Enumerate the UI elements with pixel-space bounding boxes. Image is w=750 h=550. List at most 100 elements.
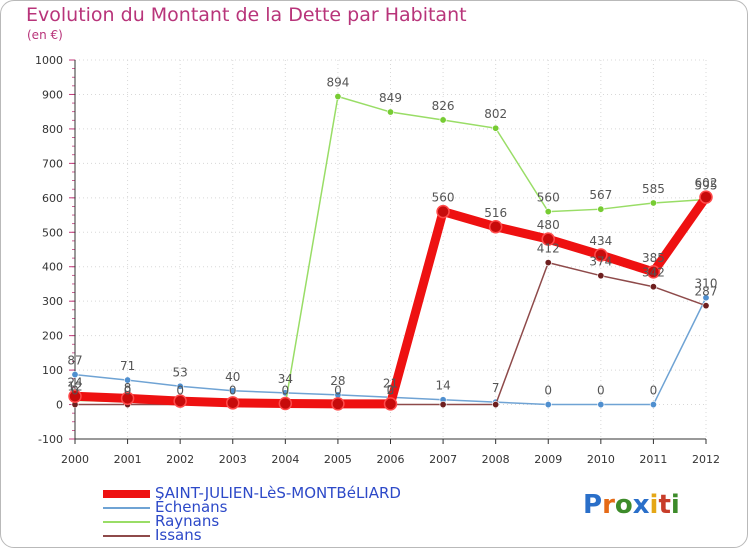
- data-label: 87: [67, 354, 82, 368]
- data-label: 0: [71, 384, 79, 398]
- data-label: 0: [229, 384, 237, 398]
- data-label: 0: [650, 384, 658, 398]
- data-point: [597, 401, 605, 409]
- x-tick-label: 2002: [166, 453, 194, 466]
- chart-unit: (en €): [27, 28, 63, 42]
- y-tick-label: 1000: [35, 54, 63, 67]
- x-tick-label: 2003: [219, 453, 247, 466]
- legend-label: SAINT-JULIEN-LèS-MONTBéLIARD: [155, 484, 401, 502]
- data-label: 34: [278, 372, 293, 386]
- chart-title: Evolution du Montant de la Dette par Hab…: [26, 4, 467, 26]
- x-tick-label: 2005: [324, 453, 352, 466]
- logo-letter: P: [583, 490, 603, 520]
- data-label: 802: [484, 107, 507, 121]
- data-label: 0: [387, 384, 395, 398]
- y-tick-label: 700: [42, 157, 63, 170]
- data-point: [386, 108, 394, 116]
- data-point: [173, 394, 187, 408]
- x-tick-label: 2009: [534, 453, 562, 466]
- proxiti-logo: Proxiti: [583, 490, 680, 520]
- data-point: [597, 272, 605, 280]
- data-label: 412: [537, 242, 560, 256]
- data-label: 12: [67, 379, 82, 393]
- data-point: [436, 204, 450, 219]
- x-tick-label: 2012: [692, 453, 720, 466]
- logo-letter: i: [649, 490, 659, 520]
- y-tick-label: 500: [42, 226, 63, 239]
- data-label: 560: [432, 191, 455, 205]
- data-point: [649, 401, 657, 409]
- data-label: 0: [597, 384, 605, 398]
- data-label: 385: [642, 251, 665, 265]
- x-tick-label: 2006: [377, 453, 405, 466]
- data-point: [702, 294, 710, 302]
- data-point: [68, 389, 82, 404]
- data-label: 480: [537, 218, 560, 232]
- data-label: 28: [330, 374, 345, 388]
- data-label: 53: [173, 365, 188, 379]
- data-point: [492, 401, 500, 409]
- x-tick-label: 2001: [114, 453, 142, 466]
- data-label: 0: [124, 384, 132, 398]
- legend-label: Issans: [155, 526, 202, 544]
- logo-letter: o: [614, 490, 633, 520]
- x-tick-label: 2010: [587, 453, 615, 466]
- x-tick-label: 2011: [639, 453, 667, 466]
- logo-letter: t: [658, 490, 671, 520]
- data-point: [544, 401, 552, 409]
- legend-label: Échenans: [155, 498, 228, 516]
- data-point: [544, 259, 552, 267]
- data-label: 0: [544, 384, 552, 398]
- data-label: 374: [589, 255, 612, 269]
- y-tick-label: 0: [56, 399, 63, 412]
- y-tick-label: -100: [38, 433, 63, 446]
- x-tick-label: 2004: [271, 453, 299, 466]
- data-point: [541, 232, 555, 246]
- data-point: [702, 302, 710, 310]
- data-label: 567: [589, 188, 612, 202]
- data-point: [646, 265, 661, 279]
- data-label: 71: [120, 359, 135, 373]
- data-point: [120, 391, 135, 406]
- y-tick-label: 600: [42, 192, 63, 205]
- data-point: [439, 401, 447, 409]
- data-point: [439, 116, 447, 124]
- data-label: 2: [387, 383, 395, 397]
- data-label: 8: [124, 381, 132, 395]
- data-label: 595: [695, 179, 718, 193]
- data-point: [699, 190, 713, 204]
- data-label: 342: [642, 266, 665, 280]
- y-tick-label: 400: [42, 261, 63, 274]
- data-point: [124, 376, 132, 384]
- data-label: 0: [176, 384, 184, 398]
- data-point: [544, 208, 552, 216]
- data-point: [331, 397, 345, 411]
- y-tick-label: 900: [42, 88, 63, 101]
- data-point: [492, 124, 500, 132]
- data-label: 585: [642, 182, 665, 196]
- data-label: 7: [492, 381, 500, 395]
- data-label: 287: [695, 285, 718, 299]
- data-point: [649, 283, 657, 291]
- data-point: [71, 371, 79, 379]
- data-label: 602: [695, 176, 718, 190]
- data-point: [334, 93, 342, 101]
- data-label: 0: [334, 384, 342, 398]
- y-tick-label: 800: [42, 123, 63, 136]
- data-point: [226, 396, 240, 410]
- data-point: [229, 387, 237, 395]
- data-label: 14: [435, 379, 450, 393]
- x-tick-label: 2000: [61, 453, 89, 466]
- data-point: [594, 248, 608, 262]
- data-label: 849: [379, 91, 402, 105]
- y-tick-label: 200: [42, 330, 63, 343]
- series-line: [74, 95, 707, 405]
- data-label: 310: [695, 277, 718, 291]
- y-tick-label: 100: [42, 364, 63, 377]
- y-tick-label: 300: [42, 295, 63, 308]
- data-label: 21: [383, 376, 398, 390]
- data-point: [488, 220, 503, 234]
- data-label: 40: [225, 370, 240, 384]
